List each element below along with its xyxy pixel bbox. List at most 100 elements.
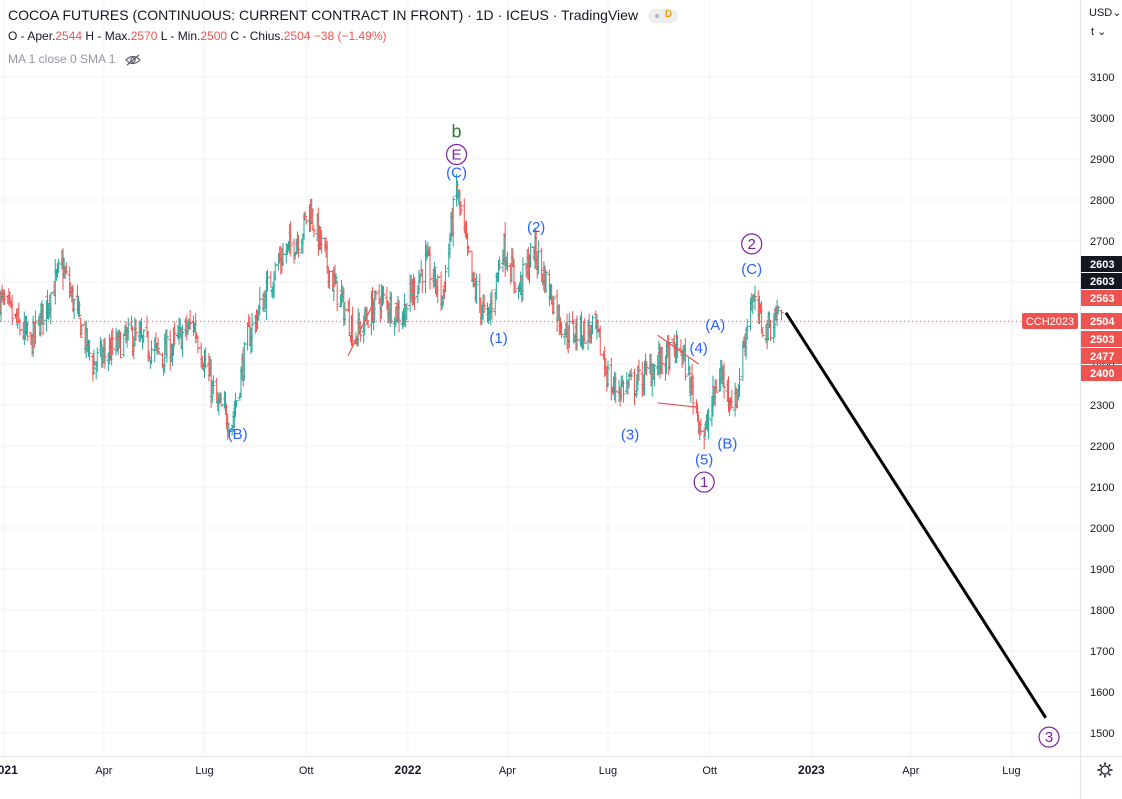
ohlc-bar — [419, 259, 424, 277]
time-axis[interactable]: 2021 Apr Lug Ott 2022 Apr Lug Ott 2023 Apr Lug — [0, 763, 1021, 777]
ohlc-bar — [133, 319, 138, 341]
wave-label[interactable]: b — [452, 122, 462, 142]
ohlc-bar — [605, 360, 610, 388]
gear-icon-tooth — [1107, 764, 1111, 768]
wave-label-circle — [693, 471, 715, 493]
wave-label[interactable]: 3 — [1038, 726, 1060, 748]
ohlc-bar — [520, 257, 525, 301]
wave-label[interactable]: (5) — [695, 451, 713, 468]
wave-label[interactable]: (4) — [689, 340, 707, 357]
wave-label[interactable]: (1) — [489, 330, 507, 347]
price-tag: 2503 — [1081, 331, 1122, 347]
chevron-down-icon: ⌄ — [1112, 7, 1122, 19]
ohlc-bar — [41, 304, 46, 336]
ohlc-bar — [513, 282, 518, 294]
gear-icon[interactable] — [1097, 762, 1113, 778]
wave-label-text: (A) — [705, 317, 725, 334]
currency-label: USD — [1089, 7, 1113, 19]
ohlc-bar — [77, 301, 82, 318]
ohlc-bar — [544, 270, 549, 293]
projection-line[interactable] — [784, 311, 1047, 719]
ohlc-bar — [474, 273, 479, 305]
price-tags: 2603 2603 2563 2504 CCH2023 2503 2477 2400 — [1022, 256, 1122, 381]
indicator-legend[interactable]: MA 1 close 0 SMA 1 — [8, 52, 141, 66]
wave-label[interactable]: (C) — [446, 164, 467, 181]
ohlc-bar — [760, 328, 765, 338]
y-tick-label: 2800 — [1090, 195, 1114, 207]
ohlc-bar — [432, 261, 437, 288]
wave-label[interactable]: (A) — [705, 317, 725, 334]
ohlc-bar — [435, 274, 440, 304]
price-tag-value: 2400 — [1090, 368, 1114, 380]
wave-label-text: (5) — [695, 451, 713, 468]
x-tick-label: Apr — [902, 765, 919, 777]
ohlc-low-label: L - Min. — [160, 29, 201, 43]
hidden-eye-icon[interactable] — [124, 54, 141, 66]
price-tag-value: 2477 — [1090, 351, 1114, 363]
ohlc-bar — [714, 379, 719, 393]
y-tick-label: 3000 — [1090, 113, 1114, 125]
ohlc-low-value: 2500 — [200, 29, 228, 43]
ohlc-bar — [397, 299, 402, 333]
ohlc-bar — [56, 258, 61, 273]
delayed-badge-letter: D — [664, 9, 672, 21]
ohlc-bar — [609, 357, 614, 401]
ohlc-bar — [25, 321, 30, 341]
ohlc-bar — [613, 372, 618, 404]
ohlc-bar — [335, 280, 340, 312]
chart-title-row: COCOA FUTURES (CONTINUOUS: CURRENT CONTR… — [8, 7, 678, 24]
gear-icon-tooth — [1099, 772, 1103, 776]
ohlc-bar — [273, 262, 278, 281]
wave-label-text: (3) — [621, 427, 639, 444]
wave-label[interactable]: (3) — [621, 427, 639, 444]
ohlc-bar — [268, 270, 273, 288]
ohlc-bar — [61, 248, 66, 290]
ohlc-bar — [489, 289, 494, 320]
wave-label[interactable]: (B) — [228, 426, 248, 443]
price-axis[interactable]: 1500 1600 1700 1800 1900 2000 2100 2200 2300 2400… — [1090, 72, 1114, 740]
price-tag-value: 2603 — [1090, 259, 1114, 271]
trend-line[interactable] — [347, 302, 375, 357]
ohlc-bar — [2, 289, 7, 305]
ohlc-bar — [575, 315, 580, 351]
ohlc-bar — [629, 368, 634, 380]
ohlc-bar — [211, 375, 216, 394]
ohlc-bar — [48, 292, 53, 325]
x-tick-label: 2022 — [395, 763, 422, 777]
trend-line[interactable] — [657, 402, 697, 408]
x-tick-label: Ott — [299, 765, 314, 777]
ohlc-bar — [226, 422, 231, 437]
wave-label[interactable]: (C) — [741, 261, 762, 278]
ohlc-bar — [95, 347, 100, 373]
ohlc-bar — [702, 427, 707, 450]
trend-line[interactable] — [657, 334, 699, 365]
ohlc-bar — [750, 294, 755, 315]
price-tag-value: 2603 — [1090, 276, 1114, 288]
wave-label[interactable]: 2 — [741, 233, 763, 255]
x-tick-label: 2023 — [798, 763, 825, 777]
ohlc-bar — [195, 335, 200, 354]
x-tick-label: Lug — [195, 765, 213, 777]
gear-icon-tooth — [1107, 772, 1111, 776]
wave-label[interactable]: 1 — [693, 471, 715, 493]
ohlc-bar — [412, 277, 417, 310]
data-status-badge[interactable]: D — [647, 9, 678, 24]
wave-label[interactable]: (B) — [717, 435, 737, 452]
x-tick-label: Ott — [702, 765, 717, 777]
chevron-down-icon: ⌄ — [1094, 26, 1107, 38]
ohlc-bar — [667, 341, 672, 370]
ohlc-bars — [0, 174, 784, 450]
ohlc-high-label: H - Max. — [85, 29, 131, 43]
ohlc-bar — [350, 306, 355, 347]
unit-selector[interactable]: t ⌄ — [1091, 25, 1106, 38]
y-tick-label: 1900 — [1090, 564, 1114, 576]
ohlc-bar — [118, 331, 123, 359]
ohlc-bar — [505, 251, 510, 272]
price-tag: 2603 — [1081, 273, 1122, 289]
wave-label-text: (B) — [228, 426, 248, 443]
ohlc-bar — [87, 341, 92, 361]
wave-label[interactable]: (2) — [527, 219, 545, 236]
currency-selector[interactable]: USD⌄ — [1089, 6, 1121, 19]
wave-label[interactable]: E — [445, 143, 468, 166]
